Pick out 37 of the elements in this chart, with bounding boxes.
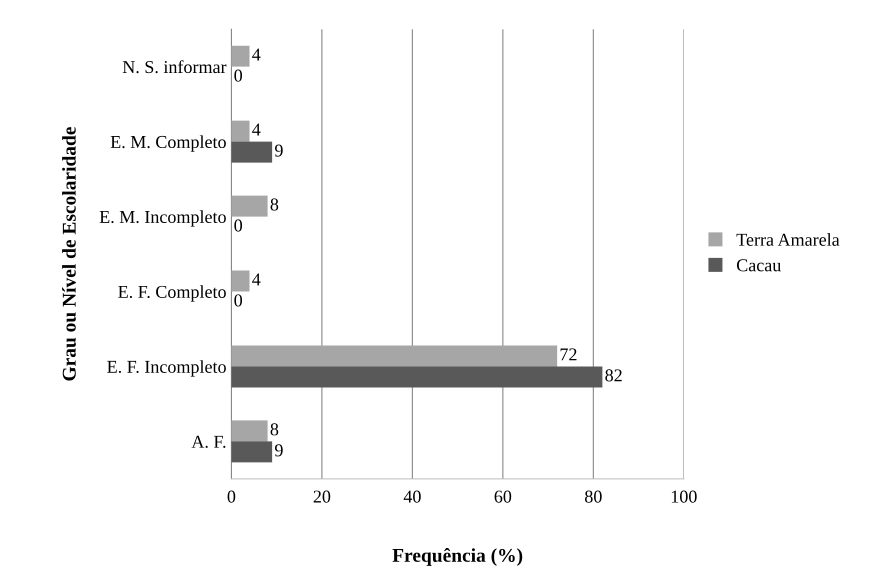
data-label: 4 xyxy=(252,273,261,286)
bar xyxy=(231,441,272,462)
y-tick-label: E. F. Incompleto xyxy=(107,360,226,377)
data-label: 4 xyxy=(252,48,261,61)
data-label: 82 xyxy=(605,369,622,382)
data-label: 0 xyxy=(234,70,242,82)
legend-label: Terra Amarela xyxy=(736,233,840,246)
y-tick-label: E. M. Incompleto xyxy=(100,210,226,227)
x-tick-label: 40 xyxy=(404,490,421,503)
y-tick-label: A. F. xyxy=(192,436,226,448)
bar xyxy=(231,345,558,366)
data-label: 0 xyxy=(234,219,242,232)
data-label: 4 xyxy=(252,124,261,136)
y-tick-label: N. S. informar xyxy=(122,60,226,74)
bar xyxy=(231,420,268,442)
x-tick-label: 20 xyxy=(314,490,330,503)
bar xyxy=(231,270,250,292)
y-axis-title: Grau ou Nível de Escolaridade xyxy=(62,127,76,381)
x-axis-title: Frequência (%) xyxy=(392,548,522,566)
bar xyxy=(231,196,268,217)
data-label: 8 xyxy=(270,423,278,436)
x-tick-label: 60 xyxy=(494,490,512,503)
data-label: 9 xyxy=(274,144,283,157)
y-tick-label: E. F. Completo xyxy=(118,285,226,302)
bar xyxy=(231,366,602,388)
bar xyxy=(231,120,250,142)
x-tick-label: 0 xyxy=(228,490,236,503)
data-label: 0 xyxy=(234,294,242,307)
bar xyxy=(231,46,250,67)
data-label: 8 xyxy=(270,198,278,211)
data-label: 72 xyxy=(560,348,576,360)
x-tick-label: 80 xyxy=(585,490,602,503)
legend-label: Cacau xyxy=(736,259,782,272)
x-tick-label: 100 xyxy=(672,490,697,503)
bar xyxy=(231,142,272,163)
data-label: 9 xyxy=(274,444,283,456)
y-tick-label: E. M. Completo xyxy=(110,135,226,152)
